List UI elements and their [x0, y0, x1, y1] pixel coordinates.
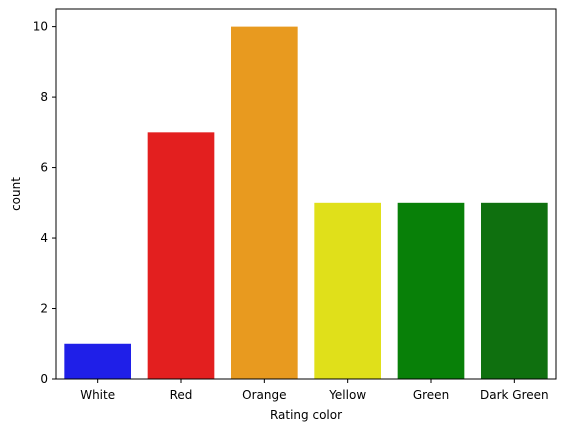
bar-white — [64, 343, 131, 379]
y-tick-label: 8 — [40, 90, 48, 104]
bar-red — [147, 132, 215, 379]
y-tick-label: 4 — [40, 231, 48, 245]
y-tick-label: 0 — [40, 372, 48, 386]
bar-yellow — [314, 202, 381, 379]
bar-dark-green — [481, 202, 548, 379]
x-tick-label: White — [80, 388, 115, 402]
plot-frame — [55, 8, 557, 380]
x-tick-label: Orange — [242, 388, 286, 402]
y-tick-label: 10 — [33, 20, 48, 34]
x-tick-label: Red — [170, 388, 193, 402]
y-axis-label: count — [9, 177, 23, 211]
y-axis-ticks: 0 2 4 6 8 10 — [33, 20, 56, 386]
x-tick-label: Green — [413, 388, 449, 402]
y-tick-label: 6 — [40, 161, 48, 175]
bar-green — [397, 202, 465, 379]
x-axis-label: Rating color — [270, 408, 342, 422]
bars-group — [64, 26, 548, 379]
x-tick-label: Yellow — [328, 388, 366, 402]
bar-orange — [231, 26, 298, 379]
x-axis-ticks: White Red Orange Yellow Green Dark Green — [80, 379, 549, 402]
y-tick-label: 2 — [40, 302, 48, 316]
x-tick-label: Dark Green — [480, 388, 549, 402]
